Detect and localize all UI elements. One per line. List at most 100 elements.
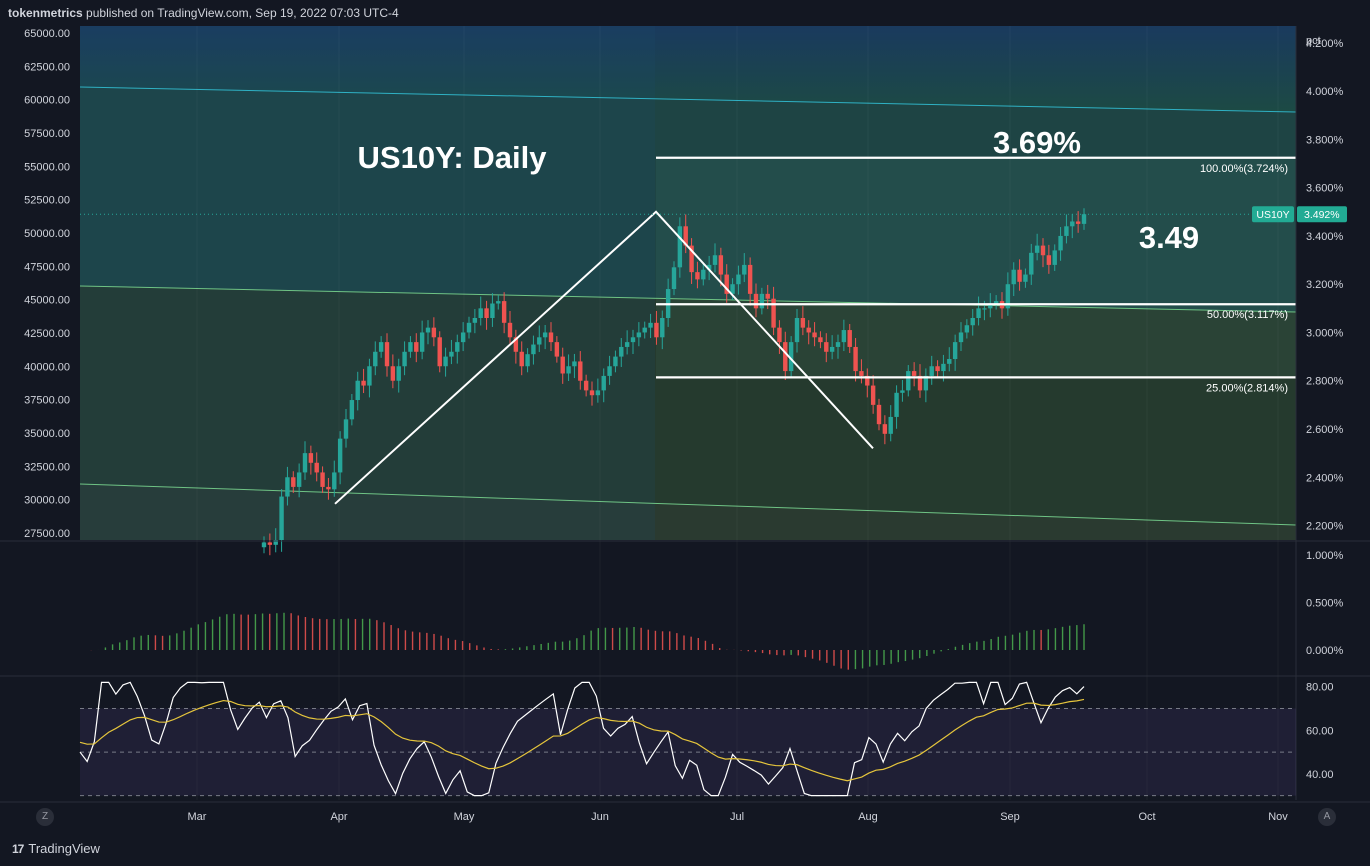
candle-body — [794, 317, 800, 343]
left-axis-bg — [0, 26, 80, 540]
left-axis-tick-8: 45000.00 — [24, 295, 70, 307]
candle-body — [291, 477, 296, 487]
candles — [261, 208, 1087, 556]
candle-body — [1064, 226, 1069, 236]
candle-body — [302, 453, 308, 473]
candle-body — [466, 322, 472, 333]
fib-label-1: 50.00%(3.117%) — [1207, 309, 1288, 321]
reset-scale-button[interactable]: Z — [36, 808, 54, 826]
candle-body — [882, 424, 888, 434]
left-axis-tick-10: 40000.00 — [24, 361, 70, 373]
right-axis-tick-1: 4.000% — [1306, 86, 1344, 98]
candle-body — [1070, 221, 1075, 227]
candle-body — [484, 308, 489, 318]
candle-body — [624, 342, 630, 347]
candle-body — [788, 342, 794, 372]
candle-body — [806, 327, 811, 333]
candle-body — [671, 267, 677, 290]
candle-body — [753, 293, 759, 309]
candle-body — [747, 264, 753, 294]
candle-body — [964, 325, 970, 333]
publisher-name[interactable]: tokenmetrics — [8, 6, 83, 20]
right-axis-tick-3: 3.600% — [1306, 183, 1344, 195]
candle-body — [554, 342, 560, 357]
right-axis-tick-5: 3.200% — [1306, 279, 1344, 291]
candle-body — [1040, 245, 1046, 256]
candle-body — [583, 380, 589, 391]
lower-channel-fill — [80, 286, 1296, 540]
candle-body — [777, 327, 782, 343]
candle-body — [548, 332, 554, 343]
right-axis-tick-7: 2.800% — [1306, 376, 1344, 388]
candle-body — [384, 342, 390, 367]
pattern-line — [334, 210, 874, 505]
candle-body — [783, 342, 788, 372]
candle-body — [771, 298, 776, 328]
candle-body — [876, 404, 882, 425]
candle-body — [865, 375, 870, 386]
candle-body — [988, 303, 993, 309]
candle-body — [870, 385, 876, 405]
candle-body — [929, 366, 934, 376]
candle-body — [706, 264, 712, 270]
right-axis-unit: pct — [1306, 35, 1321, 47]
candle-body — [308, 453, 314, 463]
candle-body — [683, 226, 688, 246]
publish-info: published on TradingView.com, Sep 19, 20… — [86, 6, 399, 20]
x-axis-label-8: Nov — [1268, 811, 1288, 823]
candle-body — [519, 351, 524, 367]
candle-body — [490, 303, 495, 318]
x-axis-label-6: Sep — [1000, 811, 1020, 823]
auto-scale-button[interactable]: A — [1318, 808, 1336, 826]
fib-label-2: 25.00%(2.814%) — [1206, 382, 1288, 394]
hist-axis-tick-2: 0.000% — [1306, 645, 1344, 657]
candle-body — [378, 342, 384, 352]
candle-body — [765, 293, 770, 299]
candle-body — [911, 371, 917, 376]
candle-body — [326, 486, 331, 490]
candle-body — [472, 317, 478, 323]
upper-channel-fill — [80, 26, 1296, 112]
candle-body — [689, 245, 694, 273]
candle-body — [654, 322, 659, 338]
rsi-line — [79, 681, 1085, 797]
candle-body — [952, 342, 958, 360]
candle-body — [443, 356, 448, 367]
candle-body — [636, 332, 642, 338]
candle-body — [273, 540, 278, 545]
right-axis-tick-9: 2.400% — [1306, 472, 1344, 484]
candle-body — [900, 390, 905, 393]
candle-body — [373, 351, 378, 367]
candle-body — [894, 392, 899, 417]
candle-body — [531, 344, 536, 355]
rsi-axis-tick-1: 60.00 — [1306, 725, 1334, 737]
right-axis-tick-0: 4.200% — [1306, 38, 1344, 50]
candle-body — [267, 542, 273, 545]
time-shade-band — [80, 26, 655, 540]
candle-body — [742, 264, 747, 275]
candle-body — [431, 327, 437, 338]
right-axis-tick-8: 2.600% — [1306, 424, 1344, 436]
candle-body — [1075, 221, 1081, 224]
left-axis-tick-6: 50000.00 — [24, 228, 70, 240]
left-axis-tick-4: 55000.00 — [24, 161, 70, 173]
candle-body — [337, 438, 343, 473]
tradingview-brand[interactable]: 17 TradingView — [12, 841, 100, 856]
candle-body — [642, 327, 647, 333]
candle-body — [941, 363, 946, 372]
candle-body — [419, 332, 425, 352]
candle-body — [835, 342, 841, 347]
candle-body — [906, 371, 911, 391]
candle-body — [314, 462, 319, 473]
candle-body — [970, 317, 975, 326]
candle-body — [1034, 245, 1040, 253]
fib-zone-box — [656, 157, 1296, 378]
channel-top-line — [79, 86, 1297, 113]
candle-body — [566, 366, 571, 374]
brand-name: TradingView — [28, 841, 100, 856]
candle-body — [572, 361, 577, 367]
last-value-tag: 3.492% — [1304, 209, 1340, 221]
candle-body — [1023, 274, 1028, 282]
